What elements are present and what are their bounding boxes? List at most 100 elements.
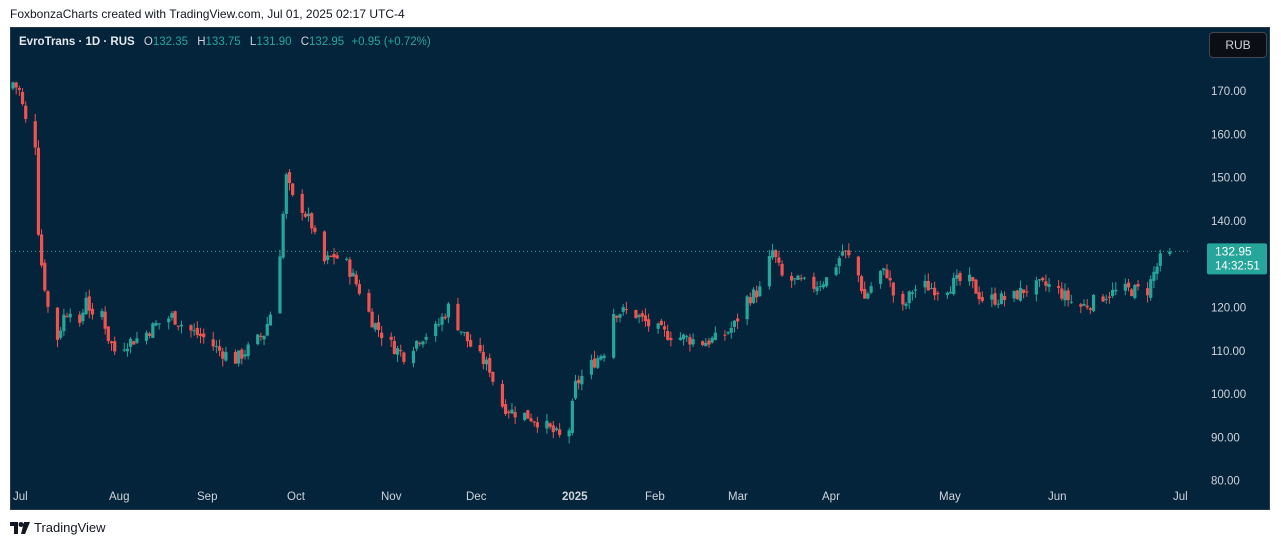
candle-body bbox=[221, 351, 225, 359]
candlestick-chart[interactable]: 170.00160.00150.00140.00130.00120.00110.… bbox=[11, 28, 1269, 509]
candle-body bbox=[882, 268, 886, 271]
candle-body bbox=[688, 337, 692, 345]
candle-body bbox=[751, 289, 756, 303]
candle-body bbox=[411, 350, 416, 364]
symbol-label: EvroTrans · 1D · RUS bbox=[19, 36, 135, 48]
candle-body bbox=[399, 349, 403, 352]
candle-body bbox=[1069, 301, 1073, 303]
candle-body bbox=[780, 263, 784, 276]
candle-body bbox=[618, 314, 622, 318]
candle-body bbox=[176, 325, 180, 327]
candle-body bbox=[14, 82, 18, 88]
candle-body bbox=[1022, 289, 1026, 294]
candle-body bbox=[1082, 304, 1086, 306]
y-tick-label: 80.00 bbox=[1211, 476, 1240, 488]
tradingview-logo-icon bbox=[10, 521, 30, 534]
candle-body bbox=[128, 338, 133, 347]
candle-body bbox=[701, 341, 705, 346]
candle-body bbox=[1015, 290, 1019, 300]
candle-body bbox=[545, 420, 549, 429]
candle-body bbox=[1149, 279, 1153, 298]
candle-body bbox=[704, 342, 708, 347]
high-value: 133.75 bbox=[205, 36, 241, 48]
candle-body bbox=[262, 335, 266, 340]
candle-body bbox=[103, 311, 107, 329]
candle-body bbox=[879, 270, 883, 284]
low-label: L bbox=[249, 36, 257, 48]
candle-body bbox=[284, 174, 288, 214]
candle-body bbox=[303, 213, 307, 217]
currency-button[interactable]: RUB bbox=[1209, 32, 1267, 58]
candle-body bbox=[287, 172, 292, 184]
candle-body bbox=[144, 332, 149, 341]
candle-body bbox=[402, 352, 406, 362]
candle-body bbox=[888, 277, 892, 281]
candle-body bbox=[90, 308, 95, 315]
chart-frame[interactable]: 170.00160.00150.00140.00130.00120.00110.… bbox=[10, 27, 1270, 510]
x-tick-label: May bbox=[939, 491, 961, 503]
candle-body bbox=[929, 288, 934, 290]
change-value: +0.95 (+0.72%) bbox=[351, 36, 431, 48]
candle-body bbox=[306, 213, 311, 217]
candle-body bbox=[567, 430, 571, 437]
candle-body bbox=[634, 310, 638, 318]
candle-body bbox=[281, 213, 285, 258]
candle-body bbox=[389, 336, 393, 340]
candle-body bbox=[1136, 284, 1140, 287]
candle-body bbox=[1085, 305, 1089, 308]
candle-body bbox=[113, 341, 117, 352]
candle-body bbox=[599, 356, 603, 360]
candle-body bbox=[484, 359, 489, 365]
candle-body bbox=[300, 193, 304, 213]
candle-body bbox=[59, 330, 63, 338]
candle-body bbox=[367, 292, 371, 312]
candle-body bbox=[11, 82, 15, 89]
candle-body bbox=[179, 324, 184, 327]
candle-body bbox=[974, 279, 978, 294]
candle-body bbox=[84, 297, 88, 315]
candle-body bbox=[913, 289, 918, 291]
candle-body bbox=[109, 341, 114, 344]
candle-body bbox=[643, 315, 648, 322]
candle-body bbox=[33, 121, 37, 148]
candle-body bbox=[996, 303, 1000, 305]
y-tick-label: 160.00 bbox=[1211, 129, 1246, 141]
candle-body bbox=[647, 319, 651, 327]
candle-body bbox=[310, 213, 314, 229]
candle-body bbox=[1056, 286, 1061, 288]
candle-body bbox=[348, 259, 352, 277]
candle-body bbox=[1114, 289, 1118, 292]
x-tick-label: Jul bbox=[1173, 491, 1188, 503]
candle-body bbox=[824, 277, 829, 287]
candle-body bbox=[945, 292, 949, 296]
candle-body bbox=[55, 307, 60, 340]
candle-body bbox=[834, 267, 838, 275]
candles bbox=[11, 81, 1172, 444]
candle-body bbox=[170, 313, 174, 318]
candle-body bbox=[481, 351, 485, 364]
candle-body bbox=[1168, 251, 1172, 255]
candle-body bbox=[790, 275, 794, 281]
candle-body bbox=[478, 345, 482, 352]
candle-body bbox=[354, 274, 358, 285]
candle-body bbox=[659, 320, 663, 326]
candle-body bbox=[437, 324, 441, 326]
candle-body bbox=[812, 276, 816, 289]
candle-body bbox=[818, 285, 822, 287]
candle-body bbox=[513, 412, 517, 418]
candle-body bbox=[640, 313, 644, 317]
candle-body bbox=[1130, 289, 1134, 297]
y-tick-label: 90.00 bbox=[1211, 432, 1240, 444]
candle-body bbox=[758, 286, 762, 297]
candle-body bbox=[443, 316, 447, 319]
x-tick-label: Apr bbox=[822, 491, 840, 503]
candle-body bbox=[847, 250, 851, 256]
candle-body bbox=[666, 331, 670, 340]
candle-body bbox=[713, 332, 717, 340]
candle-body bbox=[1025, 291, 1029, 293]
candle-body bbox=[233, 351, 238, 364]
candle-body bbox=[322, 231, 327, 262]
candle-body bbox=[523, 412, 527, 420]
candle-body bbox=[335, 255, 339, 259]
candle-body bbox=[707, 340, 711, 345]
